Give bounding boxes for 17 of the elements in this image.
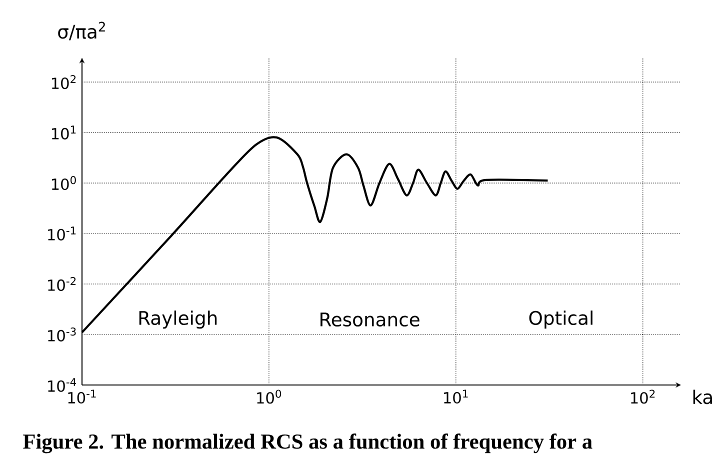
annotation: Optical (529, 310, 592, 329)
y-tick-label: 10$^{-3}$ (48, 328, 76, 342)
y-tick-label: 10$^{-1}$ (48, 226, 76, 240)
x-tick-label: 10$^{0}$ (257, 390, 282, 404)
caption: Figure 2. The normalized RCS as a function of frequency for a (23, 434, 592, 454)
y-tick-label: 10$^{1}$ (52, 126, 76, 140)
y-tick-label: 10$^{0}$ (52, 176, 76, 190)
x-tick-label: 10$^{1}$ (444, 390, 468, 404)
x-tick-label: 10$^{2}$ (631, 390, 655, 404)
annotation: Rayleigh (139, 310, 217, 329)
y-tick-label: 10$^{-2}$ (48, 277, 76, 292)
annotation: Resonance (320, 312, 420, 327)
y-axis-title: σ/πa$^{2}$ (58, 22, 105, 40)
y-tick-label: 10$^{2}$ (52, 75, 76, 90)
x-axis-title: ka (693, 390, 712, 404)
y-tick-label: 10$^{-4}$ (48, 378, 76, 392)
x-tick-label: 10$^{-1}$ (68, 390, 96, 404)
